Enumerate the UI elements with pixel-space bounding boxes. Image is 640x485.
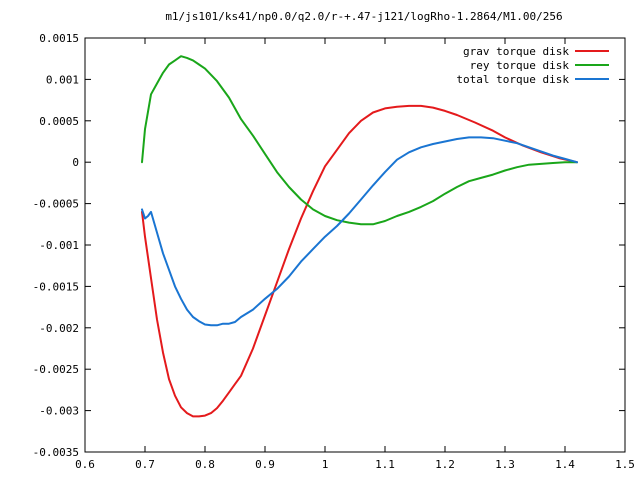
plot-frame — [84, 37, 626, 453]
series-line-total-torque-disk — [141, 136, 578, 327]
y-tick-label: 0 — [72, 156, 79, 169]
y-tick-label: -0.003 — [39, 405, 79, 418]
x-tick-label: 1.1 — [375, 458, 395, 471]
x-tick-label: 0.7 — [135, 458, 155, 471]
y-tick-label: -0.001 — [39, 239, 79, 252]
x-tick-label: 1.4 — [555, 458, 575, 471]
x-tick-label: 1.2 — [435, 458, 455, 471]
x-tick-label: 1 — [322, 458, 329, 471]
y-tick-label: 0.001 — [46, 73, 79, 86]
legend-label: grav torque disk — [463, 45, 569, 58]
y-tick-label: 0.0015 — [39, 32, 79, 45]
y-tick-label: -0.0025 — [33, 363, 79, 376]
series-line-grav-torque-disk — [141, 104, 578, 418]
chart-title: m1/js101/ks41/np0.0/q2.0/r-+.47-j121/log… — [165, 10, 562, 23]
series-group — [141, 55, 578, 418]
x-tick-label: 1.3 — [495, 458, 515, 471]
x-axis: 0.6 0.7 0.8 0.9 1 1.1 1.2 1.3 1.4 1.5 — [75, 38, 635, 471]
x-tick-label: 1.5 — [615, 458, 635, 471]
legend-label: total torque disk — [456, 73, 569, 86]
series-line-rey-torque-disk — [141, 55, 578, 226]
y-tick-label: -0.0005 — [33, 198, 79, 211]
y-tick-label: -0.0015 — [33, 280, 79, 293]
x-tick-label: 0.8 — [195, 458, 215, 471]
x-tick-label: 0.6 — [75, 458, 95, 471]
y-tick-label: 0.0005 — [39, 115, 79, 128]
y-tick-label: -0.0035 — [33, 446, 79, 459]
x-tick-label: 0.9 — [255, 458, 275, 471]
y-axis: -0.0035 -0.003 -0.0025 -0.002 -0.0015 -0.001 -… — [33, 32, 625, 459]
legend-label: rey torque disk — [470, 59, 570, 72]
y-tick-label: -0.002 — [39, 322, 79, 335]
